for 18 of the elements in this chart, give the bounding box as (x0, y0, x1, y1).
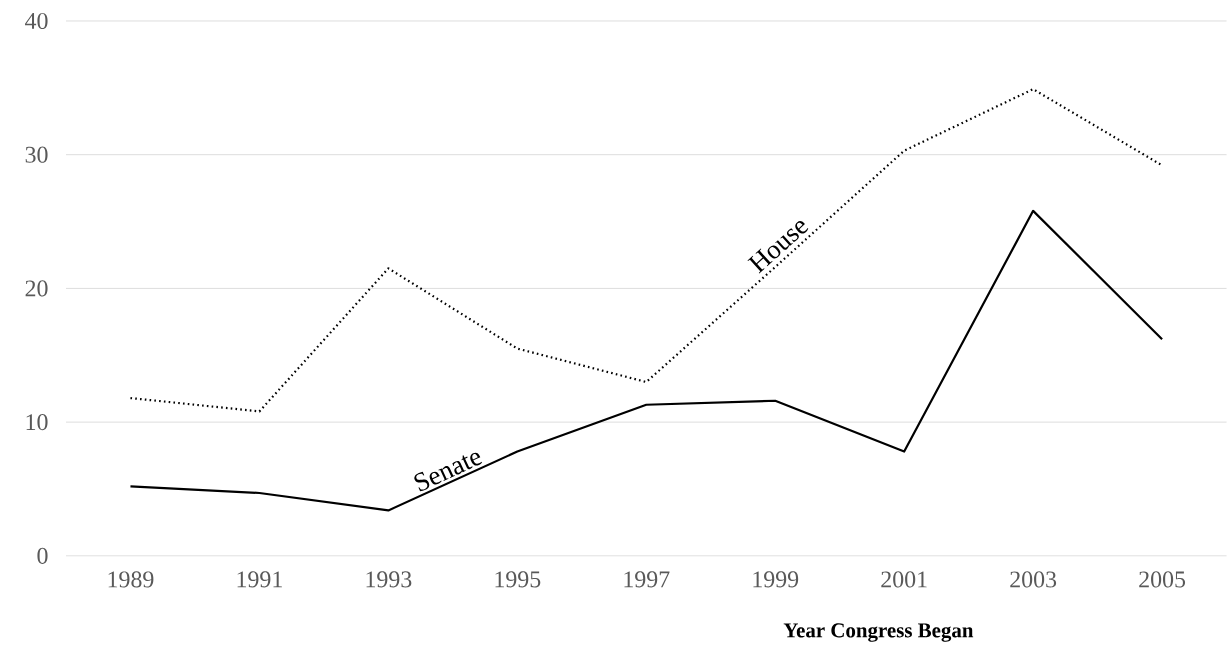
x-tick-label: 1995 (495, 571, 541, 588)
text: Senate (414, 452, 483, 492)
y-tick-label: 0 (37, 547, 48, 564)
x-tick-label: 2001 (881, 571, 927, 588)
x-tick-label: 2005 (1139, 571, 1186, 588)
x-tick-label: 1991 (237, 571, 282, 588)
line-series (129, 88, 1164, 413)
x-axis-title: Year Congress Began (783, 623, 974, 642)
line-series (129, 209, 1164, 512)
x-tick-label: 1999 (753, 571, 799, 588)
x-tick-label: 1993 (366, 571, 412, 588)
y-tick-label: 10 (26, 414, 48, 431)
y-tick-label: 20 (25, 280, 48, 297)
x-tick-label: 1989 (108, 571, 154, 588)
y-tick-label: 40 (25, 13, 48, 30)
x-tick-label: 2003 (1010, 571, 1057, 588)
y-tick-label: 30 (25, 146, 48, 163)
x-tick-label: 1997 (624, 571, 670, 588)
